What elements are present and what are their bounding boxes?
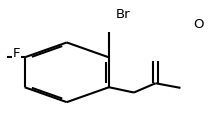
- Text: Br: Br: [116, 8, 130, 21]
- Text: O: O: [194, 18, 204, 31]
- Text: F: F: [13, 47, 20, 60]
